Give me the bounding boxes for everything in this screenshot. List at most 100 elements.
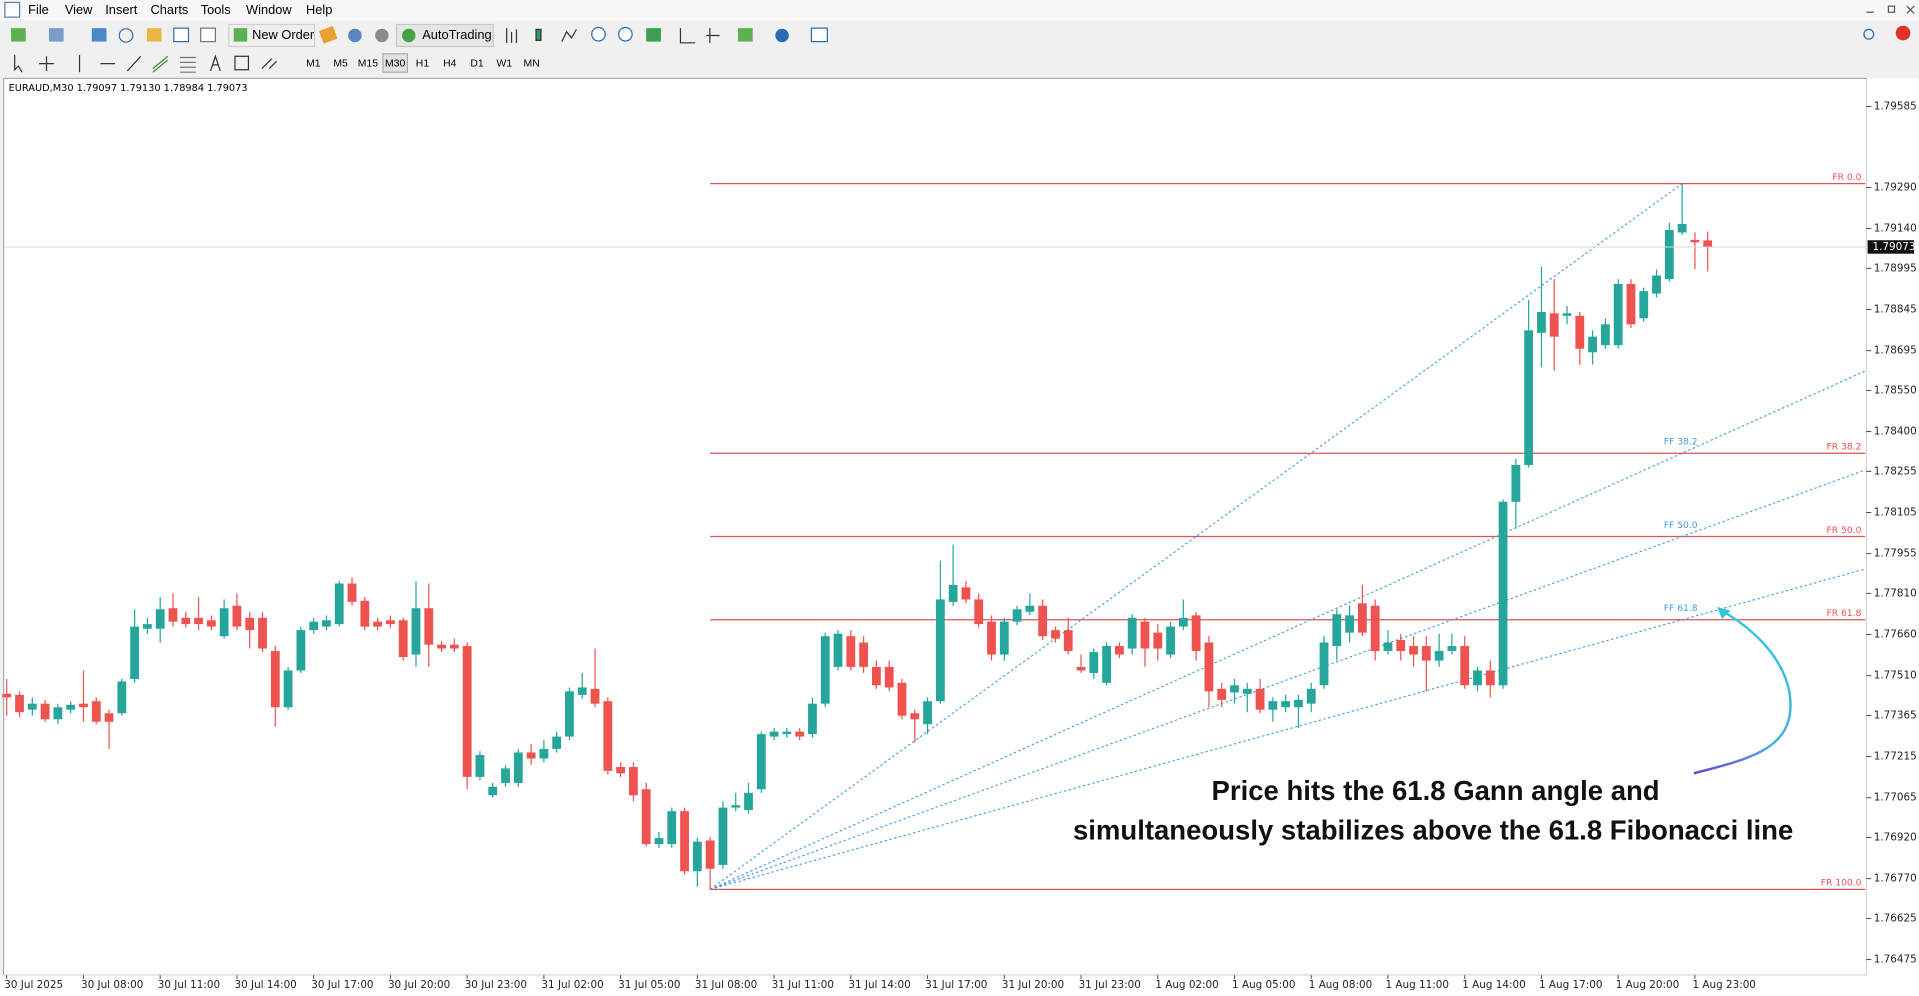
candle-body (411, 608, 421, 655)
timeframe-button[interactable]: H4 (443, 58, 457, 69)
label-tool[interactable] (234, 55, 250, 71)
line-chart-button[interactable] (561, 29, 577, 42)
candle-body (1639, 291, 1649, 319)
zoom-in-button[interactable] (591, 26, 606, 42)
candle-body (782, 731, 792, 735)
menu-item[interactable]: Window (246, 2, 292, 17)
current-price-box (1867, 240, 1915, 254)
y-tick-label: 1.78105 (1874, 506, 1917, 518)
timeframe-button[interactable]: M5 (333, 58, 348, 69)
timeframe-button[interactable]: M30 (385, 58, 405, 69)
new-order-label[interactable]: New Order (252, 27, 315, 42)
arrows-tool[interactable] (261, 58, 278, 69)
x-tick-label: 30 Jul 08:00 (81, 979, 143, 991)
app-icon (4, 1, 21, 18)
candle-body (756, 734, 766, 790)
candle-body (1421, 646, 1431, 661)
timeframe-active (382, 53, 409, 73)
candle-body (526, 752, 536, 759)
candle-body (91, 701, 101, 722)
profiles-button[interactable] (48, 28, 64, 42)
restore[interactable] (1887, 5, 1896, 13)
templates-button[interactable] (810, 27, 828, 43)
search-button[interactable] (1863, 28, 1875, 40)
terminal-button[interactable] (173, 27, 190, 43)
fibo-label: FR 50.0 (1827, 525, 1862, 536)
y-tick-label: 1.76625 (1874, 912, 1917, 924)
timeframe-button[interactable]: H1 (416, 58, 430, 69)
menu-item[interactable]: Charts (151, 2, 189, 17)
candle-body (1690, 239, 1700, 243)
signals-button[interactable] (348, 28, 362, 43)
x-tick-label: 31 Jul 08:00 (695, 979, 757, 991)
fibo-tool[interactable] (179, 56, 196, 73)
candle-body (398, 620, 408, 658)
periods-button[interactable] (775, 28, 789, 43)
candle-body (1703, 240, 1713, 247)
candle-body (130, 626, 140, 679)
candle-body (1294, 699, 1303, 708)
candle-body (999, 621, 1009, 655)
candle-body (1242, 688, 1252, 694)
tile-button[interactable] (646, 28, 661, 42)
timeframe-button[interactable]: W1 (497, 58, 513, 69)
timeframe-button[interactable]: M15 (358, 58, 378, 69)
candle-body (1025, 605, 1035, 612)
channel-tool[interactable] (152, 55, 169, 73)
candle-body (1575, 315, 1585, 349)
menu-item[interactable]: Tools (201, 2, 231, 17)
candle-body (1178, 617, 1188, 627)
autoscroll-button[interactable] (679, 28, 696, 44)
timeframe-button[interactable]: M1 (306, 58, 321, 69)
chart-shift-button[interactable] (706, 28, 720, 43)
data-window-button[interactable] (118, 28, 134, 43)
candle-body (1473, 670, 1482, 686)
candle-body (1383, 642, 1393, 651)
candle-body (206, 620, 216, 627)
candle-body (1345, 615, 1355, 633)
close[interactable] (1906, 5, 1915, 14)
candle-body (1537, 311, 1546, 333)
cursor-tool[interactable] (14, 55, 23, 73)
time-axis (0, 975, 1867, 996)
candle-body (910, 713, 920, 720)
menu-item[interactable]: Help (306, 2, 332, 17)
fibo-label: FR 0.0 (1832, 172, 1861, 183)
candle-body (1626, 284, 1636, 325)
candle-body (296, 630, 306, 671)
bar-chart-button[interactable] (506, 28, 518, 43)
timeframe-button[interactable]: D1 (470, 58, 484, 69)
candle-chart-button[interactable] (535, 28, 542, 41)
crosshair-tool[interactable] (39, 56, 54, 71)
new-chart-button[interactable] (11, 28, 26, 42)
candle-body (1511, 465, 1521, 502)
menu-item[interactable]: File (28, 2, 49, 17)
market-button[interactable] (375, 28, 389, 43)
market-watch-button[interactable] (91, 28, 107, 42)
autotrading-label[interactable]: AutoTrading (422, 27, 491, 42)
y-tick-label: 1.79585 (1874, 101, 1917, 113)
candle-body (654, 838, 664, 845)
metaeditor-button[interactable] (318, 26, 338, 44)
candle-body (680, 811, 689, 872)
candle-body (1051, 630, 1060, 639)
y-tick-label: 1.77660 (1874, 629, 1917, 641)
candle-body (143, 624, 152, 629)
indicators-button[interactable] (737, 28, 753, 42)
notification-badge[interactable] (1895, 25, 1911, 41)
tester-button[interactable] (200, 27, 217, 43)
candle-body (1460, 646, 1470, 686)
trendline-tool[interactable] (126, 55, 142, 72)
x-tick-label: 1 Aug 08:00 (1309, 979, 1372, 991)
zoom-out-button[interactable] (618, 26, 633, 42)
menu-item[interactable]: View (65, 2, 93, 17)
autotrading-button[interactable] (395, 23, 494, 48)
annotation-arrowhead (1717, 606, 1731, 620)
menu-item[interactable]: Insert (105, 2, 138, 17)
fibo-label: FR 38.2 (1827, 442, 1862, 453)
text-tool[interactable] (209, 54, 221, 72)
timeframe-button[interactable]: MN (524, 58, 540, 69)
navigator-button[interactable] (146, 28, 162, 42)
new-order-button[interactable] (228, 23, 316, 48)
